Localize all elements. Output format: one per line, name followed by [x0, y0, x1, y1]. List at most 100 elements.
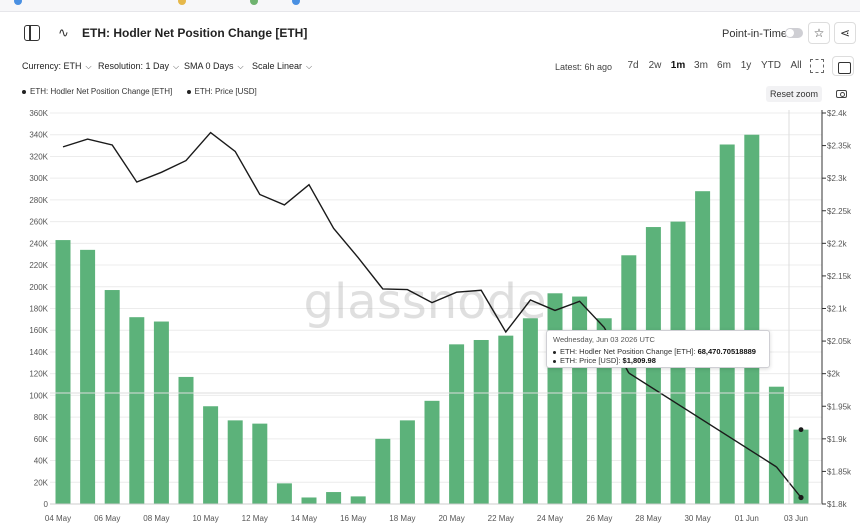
- chevron-down-icon: ⌵: [306, 62, 313, 71]
- y-tick-label-left: 220K: [29, 261, 48, 270]
- bar: [153, 321, 169, 504]
- legend-item-price[interactable]: ETH: Price [USD]: [186, 87, 257, 96]
- latest-update-label: Latest: 6h ago: [555, 62, 613, 72]
- chart-title: ETH: Hodler Net Position Change [ETH]: [82, 26, 308, 40]
- currency-label: Currency: ETH: [22, 61, 82, 71]
- y-tick-label-right: $1.95k: [827, 402, 852, 411]
- bar: [301, 497, 317, 504]
- bar-point: [798, 427, 804, 433]
- y-tick-label-left: 320K: [29, 152, 48, 161]
- y-tick-label-left: 0: [44, 500, 49, 509]
- y-tick-label-left: 20K: [34, 478, 49, 487]
- y-tick-label-right: $2.4k: [827, 109, 848, 118]
- y-tick-label-left: 100K: [29, 391, 48, 400]
- tooltip-label: ETH: Hodler Net Position Change [ETH]:: [560, 347, 696, 356]
- right-y-axis: $1.8k $1.85k $1.9k $1.95k $2k $2.05k $2.1k $2.1…: [821, 109, 852, 509]
- range-1m-button[interactable]: 1m: [670, 60, 686, 71]
- scale-dropdown[interactable]: Scale Linear ⌵: [252, 61, 312, 72]
- calendar-icon[interactable]: [832, 56, 854, 76]
- range-6m-button[interactable]: 6m: [717, 60, 731, 71]
- y-tick-label-left: 200K: [29, 283, 48, 292]
- y-tick-label-left: 120K: [29, 370, 48, 379]
- bar: [547, 293, 563, 504]
- reset-zoom-button[interactable]: Reset zoom: [766, 86, 822, 102]
- x-tick-label: 01 Jun: [735, 514, 759, 523]
- range-1y-button[interactable]: 1y: [740, 60, 752, 71]
- bar: [744, 134, 760, 504]
- bar: [252, 423, 268, 504]
- bar: [793, 429, 809, 504]
- legend-item-hodler[interactable]: ETH: Hodler Net Position Change [ETH]: [22, 87, 172, 96]
- resolution-dropdown[interactable]: Resolution: 1 Day ⌵: [98, 61, 179, 72]
- tab-dot-icon: [14, 0, 22, 5]
- y-tick-label-right: $1.9k: [827, 435, 848, 444]
- x-tick-label: 06 May: [94, 514, 120, 523]
- bar: [203, 406, 219, 504]
- sidebar-toggle-icon[interactable]: [24, 25, 40, 41]
- legend-dot-icon: [186, 89, 191, 94]
- y-tick-label-left: 360K: [29, 109, 48, 118]
- tooltip-row-hodler: ETH: Hodler Net Position Change [ETH]: 6…: [553, 347, 763, 356]
- y-tick-label-left: 140K: [29, 348, 48, 357]
- x-tick-label: 03 Jun: [784, 514, 808, 523]
- x-tick-label: 26 May: [586, 514, 612, 523]
- x-tick-label: 08 May: [143, 514, 169, 523]
- bar: [768, 386, 784, 504]
- range-2w-button[interactable]: 2w: [648, 60, 662, 71]
- point-in-time-toggle[interactable]: [785, 28, 803, 38]
- tab-dot-icon: [292, 0, 300, 5]
- tooltip-label: ETH: Price [USD]:: [560, 356, 621, 365]
- bar: [449, 344, 465, 504]
- chart-toolbar: Currency: ETH ⌵ Resolution: 1 Day ⌵ SMA 0 …: [0, 54, 860, 78]
- y-tick-label-left: 280K: [29, 196, 48, 205]
- x-tick-label: 18 May: [389, 514, 415, 523]
- chart-tooltip: Wednesday, Jun 03 2026 UTC ETH: Hodler N…: [546, 330, 770, 368]
- bar: [55, 240, 71, 504]
- price-line: [62, 131, 630, 374]
- zoom-select-icon[interactable]: [810, 59, 824, 73]
- y-tick-label-left: 340K: [29, 131, 48, 140]
- y-tick-label-right: $2.25k: [827, 207, 852, 216]
- tooltip-value: 68,470.70518889: [697, 347, 756, 356]
- point-in-time-label: Point-in-Time: [722, 28, 787, 40]
- share-icon[interactable]: ⋖: [834, 22, 856, 44]
- y-tick-label-right: $2.3k: [827, 174, 848, 183]
- bar: [375, 438, 391, 504]
- range-3m-button[interactable]: 3m: [694, 60, 708, 71]
- range-7d-button[interactable]: 7d: [627, 60, 639, 71]
- bar: [424, 400, 440, 504]
- range-ytd-button[interactable]: YTD: [761, 60, 781, 71]
- bar: [104, 290, 120, 504]
- tooltip-row-price: ETH: Price [USD]: $1,809.98: [553, 356, 763, 365]
- y-tick-label-left: 60K: [34, 435, 49, 444]
- bar: [399, 420, 415, 504]
- x-tick-label: 28 May: [635, 514, 661, 523]
- bar: [719, 144, 735, 504]
- x-tick-label: 22 May: [488, 514, 514, 523]
- bar: [129, 317, 145, 504]
- star-icon[interactable]: ☆: [808, 22, 830, 44]
- chevron-down-icon: ⌵: [85, 62, 92, 71]
- bar: [80, 249, 96, 504]
- range-all-button[interactable]: All: [790, 60, 802, 71]
- tooltip-value: $1,809.98: [622, 356, 656, 365]
- camera-icon[interactable]: [836, 90, 847, 98]
- sma-dropdown[interactable]: SMA 0 Days ⌵: [184, 61, 244, 72]
- y-tick-label-left: 80K: [34, 413, 49, 422]
- browser-top-strip: [0, 0, 860, 12]
- y-tick-label-right: $2.2k: [827, 239, 848, 248]
- watermark-text: glassnode: [303, 274, 546, 330]
- x-tick-label: 16 May: [340, 514, 366, 523]
- y-tick-label-left: 300K: [29, 174, 48, 183]
- x-tick-label: 24 May: [537, 514, 563, 523]
- y-tick-label-left: 160K: [29, 326, 48, 335]
- chart-header: ∿ ETH: Hodler Net Position Change [ETH] …: [12, 18, 860, 50]
- x-tick-label: 12 May: [242, 514, 268, 523]
- x-tick-label: 04 May: [45, 514, 71, 523]
- currency-dropdown[interactable]: Currency: ETH ⌵: [22, 61, 92, 72]
- y-tick-label-right: $2k: [827, 370, 841, 379]
- y-tick-label-right: $1.8k: [827, 500, 848, 509]
- chevron-down-icon: ⌵: [173, 62, 180, 71]
- bar: [621, 255, 637, 504]
